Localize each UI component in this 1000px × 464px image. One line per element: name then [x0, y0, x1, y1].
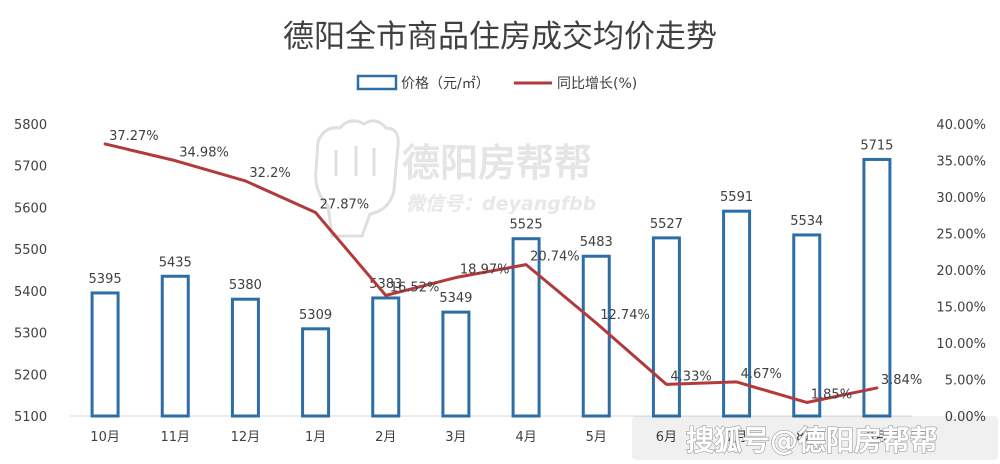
y-right-tick-label: 40.00% [936, 118, 986, 133]
y-right-tick-label: 0.00% [945, 410, 986, 425]
fist-logo-icon [314, 119, 400, 238]
legend-swatch-bar [356, 74, 398, 91]
price-bar [371, 296, 401, 418]
price-data-label: 5309 [299, 308, 332, 323]
y-left-tick-label: 5100 [14, 410, 47, 425]
line-data-labels: 37.27% 34.98% 32.2% 27.87% 16.52% 18.97% 20.74… [104, 129, 922, 403]
price-data-label: 5591 [720, 190, 753, 205]
y-right-tick-label: 10.00% [936, 337, 986, 352]
price-data-label: 5380 [229, 278, 262, 293]
price-bar [301, 327, 331, 418]
price-data-label: 5383 [369, 277, 402, 292]
price-bar [651, 236, 681, 418]
y-right-tick-label: 35.00% [936, 155, 986, 170]
growth-line [103, 142, 879, 404]
x-tick-label: 12月 [231, 430, 261, 445]
price-data-label: 5349 [439, 291, 472, 306]
legend-label-price: 价格（元/㎡） [401, 76, 490, 92]
legend-label-growth: 同比增长(%) [557, 76, 637, 92]
x-tick-label: 9月 [866, 430, 887, 445]
price-bar [90, 291, 120, 418]
x-tick-label: 7月 [726, 430, 747, 445]
price-bar [792, 233, 822, 418]
line-series [103, 142, 879, 404]
y-left-tick-label: 5600 [14, 201, 47, 216]
growth-data-label: 4.67% [741, 367, 782, 382]
price-data-label: 5525 [510, 218, 543, 233]
growth-data-label: 34.98% [179, 146, 229, 161]
x-tick-label: 2月 [375, 430, 396, 445]
legend: 价格（元/㎡） 同比增长(%) [356, 74, 637, 92]
y-right-tick-label: 20.00% [936, 264, 986, 279]
y-left-tick-label: 5400 [14, 285, 47, 300]
price-bar [441, 310, 471, 418]
x-tick-label: 8月 [796, 430, 817, 445]
price-bar [230, 297, 260, 418]
y-right-tick-label: 25.00% [936, 228, 986, 243]
growth-data-label: 18.97% [460, 263, 510, 278]
y-left-tick-label: 5800 [14, 118, 47, 133]
x-tick-label: 6月 [656, 430, 677, 445]
price-bar [160, 274, 190, 418]
x-tick-label: 1月 [305, 430, 326, 445]
growth-data-label: 37.27% [109, 129, 159, 144]
price-data-label: 5534 [790, 214, 823, 229]
growth-data-label: 32.2% [249, 166, 290, 181]
chart-title: 德阳全市商品住房成交均价走势 [283, 19, 717, 55]
growth-data-label: 4.33% [670, 369, 711, 384]
growth-data-label: 20.74% [530, 250, 580, 265]
price-bar [511, 237, 541, 418]
price-data-label: 5527 [650, 217, 683, 232]
y-left-tick-label: 5500 [14, 243, 47, 258]
watermark: 德阳房帮帮 微信号：deyangfbb [314, 119, 596, 238]
x-tick-label: 5月 [586, 430, 607, 445]
y-left-tick-label: 5700 [14, 160, 47, 175]
price-bar [581, 254, 611, 418]
watermark-account: 微信号：deyangfbb [406, 193, 596, 215]
growth-data-label: 27.87% [320, 198, 370, 213]
price-data-label: 5483 [580, 235, 613, 250]
growth-data-label: 1.85% [811, 387, 852, 402]
y-axis-right: 0.00% 5.00% 10.00% 15.00% 20.00% 25.00% 30.00%… [936, 118, 986, 425]
price-data-label: 5435 [159, 255, 192, 270]
y-right-tick-label: 5.00% [945, 374, 986, 389]
growth-data-label: 16.52% [390, 280, 440, 295]
price-data-label: 5715 [860, 138, 893, 153]
y-right-tick-label: 15.00% [936, 301, 986, 316]
price-data-label: 5395 [89, 272, 122, 287]
y-axis-left: 5100 5200 5300 5400 5500 5600 5700 5800 [14, 118, 47, 425]
x-tick-label: 11月 [160, 430, 190, 445]
price-bar [862, 157, 892, 418]
bar-series [90, 157, 892, 418]
corner-watermark-text: 搜狐号@德阳房帮帮 [686, 424, 938, 457]
bar-data-labels: 5395 5435 5380 5309 5383 5349 5525 5483 5527 5591… [89, 138, 894, 322]
growth-data-label: 12.74% [600, 308, 650, 323]
watermark-brand: 德阳房帮帮 [402, 141, 592, 185]
growth-data-label: 3.84% [881, 373, 922, 388]
corner-watermark: 搜狐号@德阳房帮帮 [632, 416, 998, 460]
x-tick-label: 10月 [90, 430, 120, 445]
x-axis: 10月 11月 12月 1月 2月 3月 4月 5月 6月 7月 8月 9月 [70, 415, 912, 445]
x-tick-label: 3月 [445, 430, 466, 445]
y-left-tick-label: 5300 [14, 327, 47, 342]
y-right-tick-label: 30.00% [936, 191, 986, 206]
corner-watermark-shadow [632, 416, 998, 460]
x-tick-label: 4月 [515, 430, 536, 445]
y-left-tick-label: 5200 [14, 368, 47, 383]
